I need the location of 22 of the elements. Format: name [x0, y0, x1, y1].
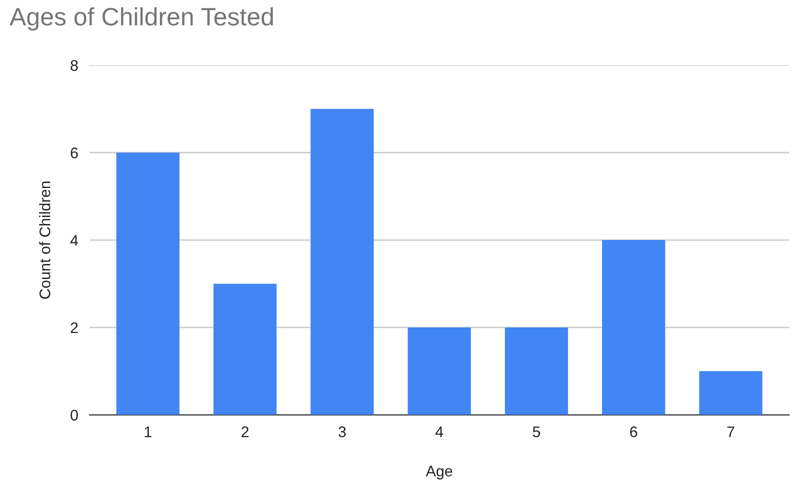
- y-axis-title: Count of Children: [39, 182, 50, 299]
- bar: [116, 152, 180, 415]
- y-tick-label: 2: [70, 322, 78, 334]
- x-tick-label: 1: [144, 426, 152, 438]
- chart-title: Ages of Children Tested: [10, 7, 273, 31]
- y-tick-label: 8: [70, 60, 78, 71]
- x-tick-label: 4: [435, 426, 444, 438]
- x-axis-title: Age: [426, 466, 452, 480]
- bar: [408, 327, 471, 415]
- x-tick-label: 2: [242, 426, 249, 438]
- bar: [602, 240, 666, 415]
- x-tick-label: 3: [338, 426, 346, 438]
- y-tick-label: 6: [70, 147, 78, 158]
- bar: [699, 371, 762, 415]
- x-tick-label: 6: [630, 426, 638, 438]
- bar: [310, 108, 374, 415]
- x-tick-label: 7: [727, 426, 734, 438]
- y-tick-label: 0: [70, 410, 78, 421]
- y-tick-label: 4: [70, 235, 78, 246]
- bar: [504, 327, 568, 415]
- x-tick-label: 5: [532, 426, 540, 438]
- bar: [213, 284, 277, 415]
